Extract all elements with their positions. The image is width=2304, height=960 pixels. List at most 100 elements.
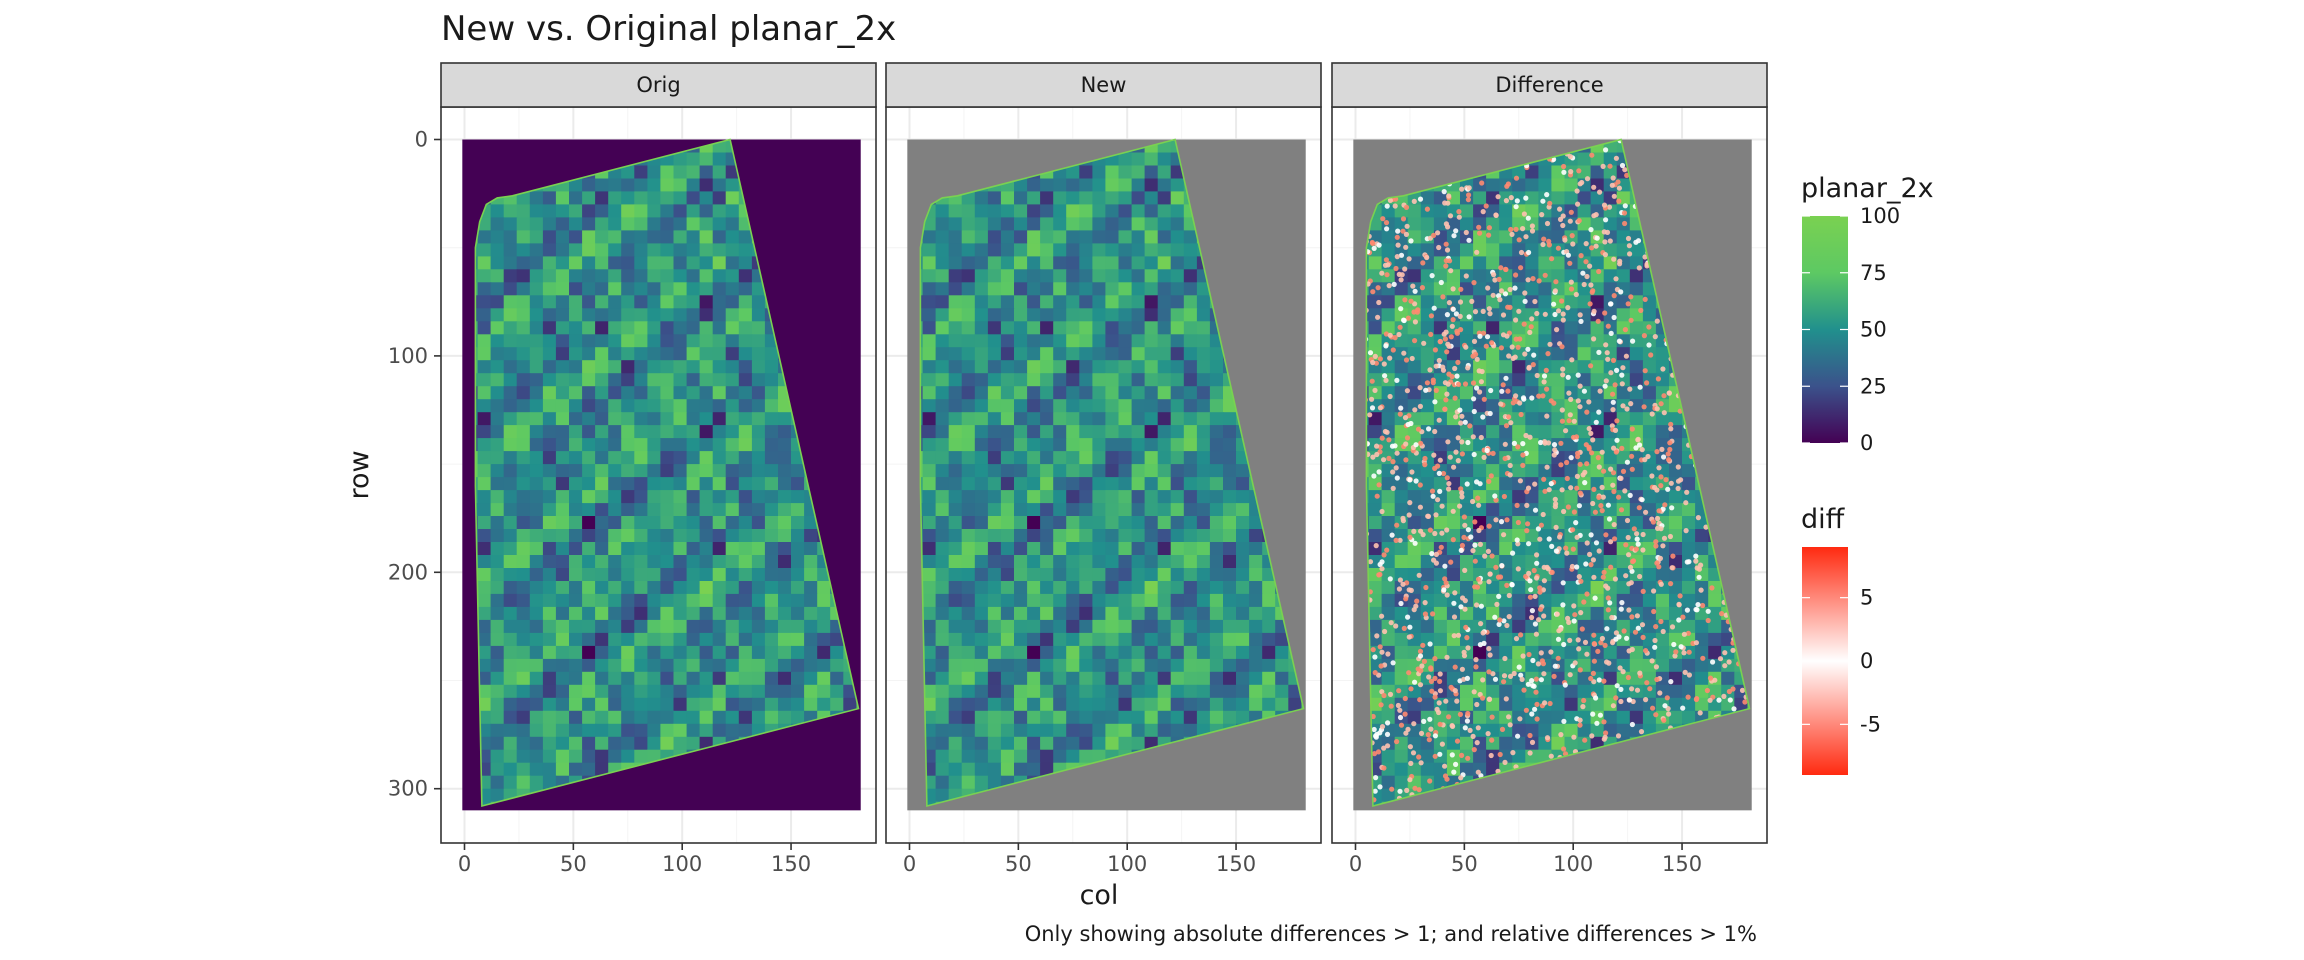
heatmap-tile (660, 399, 675, 413)
heatmap-tile (1183, 256, 1198, 270)
heatmap-tile (817, 671, 831, 686)
heatmap-tile (1446, 555, 1461, 569)
heatmap-tile (1027, 451, 1041, 465)
heatmap-tile (1564, 555, 1579, 569)
heatmap-tile (555, 425, 570, 439)
heatmap-tile (1420, 645, 1435, 660)
heatmap-tile (764, 516, 779, 530)
heatmap-tile (673, 710, 688, 725)
heatmap-tile (686, 529, 701, 543)
heatmap-tile (503, 217, 518, 231)
heatmap-tile (673, 555, 688, 569)
heatmap-tile (1079, 542, 1093, 556)
heatmap-tile (1629, 295, 1644, 309)
heatmap-tile (1157, 451, 1172, 465)
heatmap-tile (1066, 593, 1080, 608)
heatmap-tile (529, 282, 544, 296)
heatmap-tile (1092, 464, 1107, 478)
heatmap-tile (712, 243, 727, 257)
heatmap-tile (542, 658, 557, 673)
heatmap-tile (582, 632, 596, 647)
heatmap-tile (1131, 684, 1146, 699)
heatmap-tile (516, 373, 531, 387)
heatmap-tile (699, 619, 714, 634)
heatmap-tile (490, 282, 505, 296)
heatmap-tile (1066, 321, 1080, 335)
heatmap-tile (555, 619, 570, 634)
heatmap-tile (1525, 178, 1539, 193)
heatmap-tile (1040, 321, 1054, 335)
heatmap-tile (1118, 645, 1133, 660)
heatmap-tile (1170, 230, 1185, 244)
heatmap-tile (738, 593, 753, 608)
heatmap-tile (1223, 581, 1237, 595)
heatmap-tile (595, 425, 609, 439)
heatmap-tile (1236, 542, 1250, 556)
heatmap-tile (1027, 671, 1041, 686)
heatmap-tile (1525, 256, 1539, 270)
heatmap-tile (1209, 399, 1224, 413)
heatmap-tile (1486, 373, 1500, 387)
heatmap-tile (974, 230, 989, 244)
heatmap-tile (1473, 412, 1487, 426)
heatmap-tile (634, 373, 648, 387)
heatmap-tile (1499, 658, 1513, 673)
heatmap-tile (1170, 295, 1185, 309)
heatmap-tile (1066, 542, 1080, 556)
heatmap-tile (1525, 230, 1539, 244)
heatmap-tile (1131, 217, 1146, 231)
heatmap-tile (961, 204, 976, 218)
heatmap-tile (582, 308, 596, 322)
heatmap-tile (1157, 399, 1172, 413)
heatmap-tile (922, 295, 937, 309)
heatmap-tile (1460, 697, 1474, 712)
heatmap-tile (1105, 308, 1120, 322)
heatmap-tile (569, 503, 583, 517)
heatmap-tile (686, 334, 701, 348)
heatmap-tile (1079, 632, 1093, 647)
difference-point (1490, 450, 1496, 456)
heatmap-tile (1157, 360, 1172, 374)
heatmap-tile (1682, 542, 1696, 556)
heatmap-tile (791, 645, 805, 660)
heatmap-tile (1053, 334, 1067, 348)
heatmap-tile (1131, 542, 1146, 556)
heatmap-tile (1642, 308, 1657, 322)
heatmap-tile (764, 373, 779, 387)
heatmap-tile (1157, 152, 1172, 167)
heatmap-tile (555, 386, 570, 400)
heatmap-tile (555, 282, 570, 296)
heatmap-tile (1407, 762, 1422, 777)
heatmap-tile (1040, 736, 1054, 751)
facet-strip (440, 62, 877, 108)
heatmap-tile (477, 451, 492, 465)
heatmap-tile (1236, 632, 1250, 647)
heatmap-tile (751, 347, 766, 361)
heatmap-tile (1157, 645, 1172, 660)
heatmap-tile (490, 568, 505, 582)
heatmap-tile (712, 399, 727, 413)
heatmap-tile (935, 204, 950, 218)
heatmap-tile (1040, 697, 1054, 712)
heatmap-tile (843, 697, 857, 712)
heatmap-tile (1066, 632, 1080, 647)
heatmap-tile (961, 762, 976, 777)
heatmap-tile (712, 723, 727, 738)
heatmap-tile (1577, 334, 1592, 348)
heatmap-tile (1105, 542, 1120, 556)
heatmap-tile (1499, 243, 1513, 257)
heatmap-tile (490, 529, 505, 543)
heatmap-tile (608, 269, 622, 283)
heatmap-tile (1275, 697, 1289, 712)
heatmap-tile (1000, 464, 1015, 478)
heatmap-tile (1131, 568, 1146, 582)
heatmap-tile (1460, 282, 1474, 296)
heatmap-tile (529, 412, 544, 426)
heatmap-tile (529, 451, 544, 465)
heatmap-tile (791, 593, 805, 608)
heatmap-tile (1000, 490, 1015, 504)
heatmap-tile (660, 451, 675, 465)
heatmap-tile (542, 373, 557, 387)
heatmap-tile (974, 347, 989, 361)
heatmap-tile (595, 217, 609, 231)
